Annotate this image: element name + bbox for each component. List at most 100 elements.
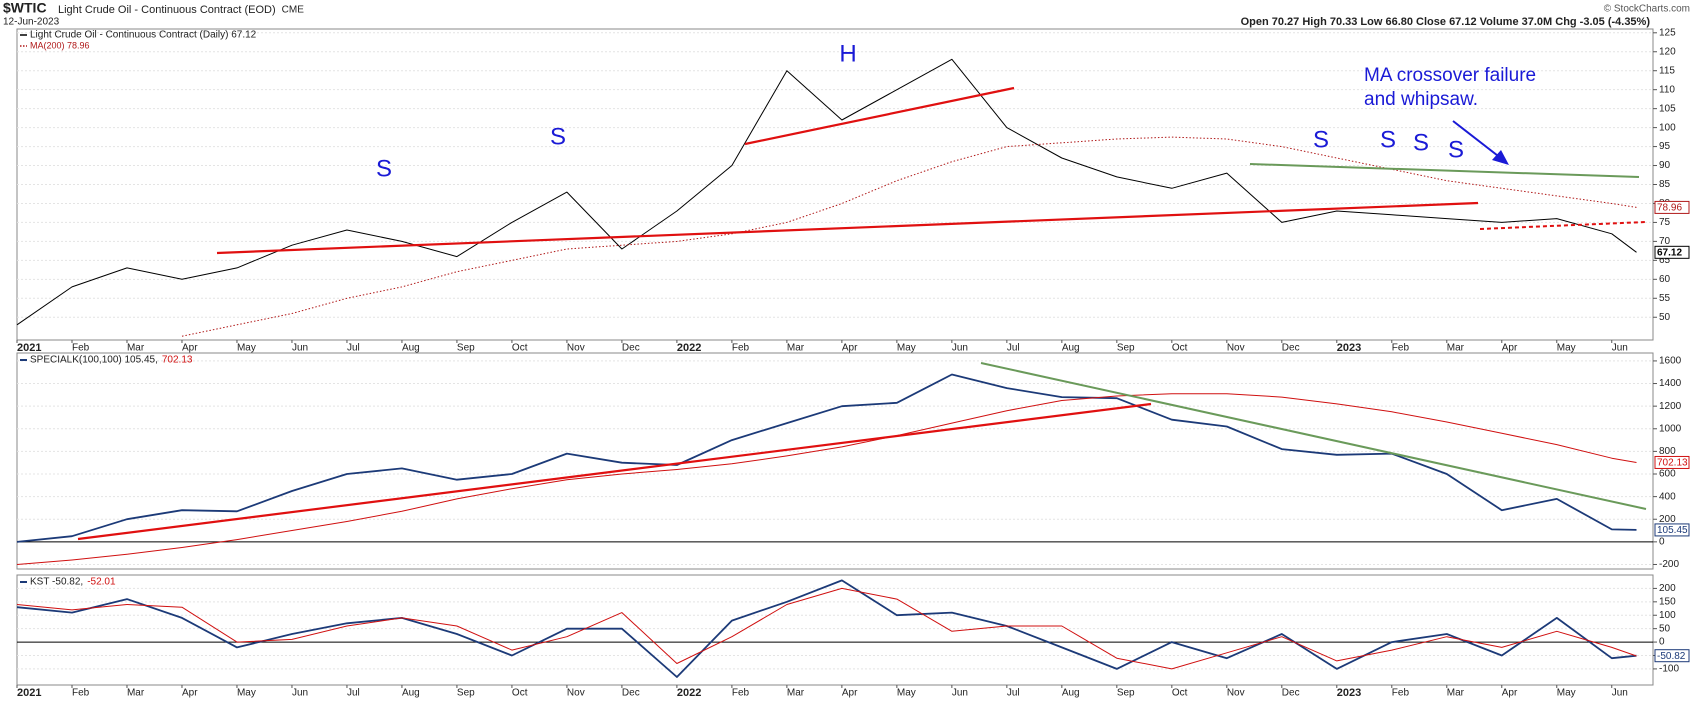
value-tag	[1654, 200, 1690, 214]
y-tick-label: 150	[1659, 596, 1676, 607]
y-tick-label: 200	[1659, 514, 1676, 525]
x-tick-label: Mar	[1447, 688, 1465, 699]
x-tick-label: Aug	[1062, 688, 1080, 699]
value-tag-label: 67.12	[1657, 247, 1682, 258]
instrument-name: Light Crude Oil - Continuous Contract (E…	[58, 4, 276, 16]
legend-label: Light Crude Oil - Continuous Contract (D…	[30, 30, 257, 41]
x-tick-label: Mar	[127, 688, 145, 699]
y-tick-label: -200	[1659, 559, 1679, 570]
series-line	[16, 587, 1637, 670]
y-tick-label: 85	[1659, 179, 1671, 190]
plots: 5055606570758085909510010511011512012520…	[16, 27, 1690, 699]
x-tick-label: Apr	[182, 343, 198, 354]
x-tick-label: Jun	[1612, 343, 1628, 354]
x-tick-label: Jul	[1007, 343, 1020, 354]
annotation: and whipsaw.	[1364, 89, 1478, 110]
x-tick-label: 2022	[677, 342, 701, 354]
y-tick-label: 1600	[1659, 356, 1682, 367]
trendline	[77, 402, 1152, 541]
trendlines	[77, 86, 1647, 541]
value-tag	[1654, 455, 1690, 469]
panel-title-value: -52.01	[87, 577, 116, 588]
x-tick-label: Nov	[1227, 688, 1245, 699]
x-tick-label: Jun	[952, 688, 968, 699]
x-tick-label: Mar	[787, 343, 805, 354]
x-tick-label: Feb	[732, 688, 750, 699]
x-tick-label: Nov	[567, 688, 585, 699]
panel-title-value: 702.13	[162, 355, 193, 366]
y-tick-label: 105	[1659, 103, 1676, 114]
x-tick-label: Apr	[1502, 343, 1518, 354]
symbol: $WTIC	[3, 0, 47, 16]
y-tick-label: 50	[1659, 312, 1671, 323]
annotation: S	[1448, 136, 1464, 163]
value-tag-label: 78.96	[1657, 203, 1682, 214]
x-tick-label: Mar	[787, 688, 805, 699]
annotation: S	[1380, 126, 1396, 153]
x-tick-label: Jun	[1612, 688, 1628, 699]
x-tick-label: Aug	[1062, 343, 1080, 354]
x-tick-label: Dec	[622, 688, 640, 699]
x-tick-label: Oct	[1172, 688, 1188, 699]
y-tick-label: 1000	[1659, 423, 1682, 434]
x-tick-label: Nov	[567, 343, 585, 354]
x-tick-label: Apr	[182, 688, 198, 699]
credit: © StockCharts.com	[1604, 4, 1690, 15]
x-tick-label: Nov	[1227, 343, 1245, 354]
x-tick-label: Jul	[347, 688, 360, 699]
y-tick-label: 200	[1659, 583, 1676, 594]
x-tick-label: May	[897, 688, 916, 699]
y-tick-label: 100	[1659, 122, 1676, 133]
annotation: S	[550, 123, 566, 150]
quote: Open 70.27 High 70.33 Low 66.80 Close 67…	[1241, 16, 1651, 28]
x-tick-label: 2023	[1337, 687, 1361, 699]
arrow-head	[1492, 150, 1509, 165]
y-tick-label: 60	[1659, 274, 1671, 285]
value-tag-label: 105.45	[1657, 525, 1688, 536]
y-tick-label: 1400	[1659, 378, 1682, 389]
x-tick-label: Feb	[732, 343, 750, 354]
y-tick-label: 75	[1659, 217, 1671, 228]
exchange: CME	[282, 5, 305, 16]
y-tick-label: 50	[1659, 623, 1671, 634]
value-tag-label: 702.13	[1657, 458, 1688, 469]
annotation: H	[839, 40, 856, 67]
x-tick-label: Jul	[347, 343, 360, 354]
x-tick-label: Oct	[512, 688, 528, 699]
x-tick-label: May	[1557, 343, 1576, 354]
panel	[16, 574, 1654, 686]
trendline	[216, 201, 1479, 255]
annotation: S	[1413, 129, 1429, 156]
x-tick-label: May	[237, 688, 256, 699]
x-tick-label: 2023	[1337, 342, 1361, 354]
x-tick-label: Oct	[512, 343, 528, 354]
y-tick-label: 55	[1659, 293, 1671, 304]
y-tick-label: 100	[1659, 610, 1676, 621]
x-tick-label: Jun	[292, 343, 308, 354]
x-tick-label: Apr	[842, 688, 858, 699]
y-tick-label: 120	[1659, 46, 1676, 57]
x-tick-label: Dec	[1282, 688, 1300, 699]
x-tick-label: Oct	[1172, 343, 1188, 354]
x-tick-label: Apr	[1502, 688, 1518, 699]
series-line	[181, 136, 1637, 337]
y-tick-label: 1200	[1659, 401, 1682, 412]
y-tick-label: 90	[1659, 160, 1671, 171]
trendline	[1249, 163, 1640, 178]
y-tick-label: 0	[1659, 536, 1665, 547]
x-tick-label: Feb	[1392, 343, 1410, 354]
series-line	[16, 393, 1637, 565]
x-tick-label: Aug	[402, 343, 420, 354]
y-tick-label: -100	[1659, 664, 1679, 675]
value-tag	[1654, 245, 1690, 259]
legend-label: MA(200) 78.96	[30, 40, 90, 50]
y-tick-label: 400	[1659, 491, 1676, 502]
panel	[16, 352, 1654, 570]
panel-title: SPECIALK(100,100) 105.45,	[30, 355, 158, 366]
x-tick-label: Apr	[842, 343, 858, 354]
x-tick-label: May	[237, 343, 256, 354]
y-tick-label: 600	[1659, 469, 1676, 480]
x-tick-label: Feb	[1392, 688, 1410, 699]
x-tick-label: Jun	[292, 688, 308, 699]
x-tick-label: 2021	[17, 342, 41, 354]
